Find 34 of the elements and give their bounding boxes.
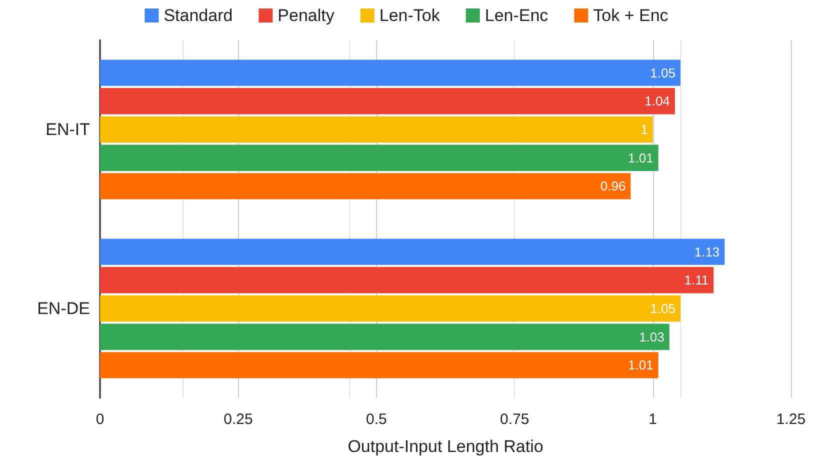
- data-label: 1: [640, 122, 648, 137]
- data-label: 1.01: [628, 358, 654, 373]
- data-label: 1.05: [650, 65, 676, 80]
- x-tick-label: 0.25: [224, 411, 253, 428]
- y-tick-label: EN-IT: [46, 120, 90, 139]
- x-tick-label: 1.25: [776, 411, 806, 428]
- bar: [100, 173, 631, 200]
- x-tick-label: 0: [96, 411, 104, 428]
- x-tick-label: 1: [648, 411, 657, 428]
- bar: [100, 324, 670, 350]
- y-tick-label: EN-DE: [37, 299, 90, 318]
- bar: [100, 116, 653, 143]
- legend-label: Len-Enc: [484, 6, 549, 25]
- bar: [100, 238, 725, 265]
- data-label: 1.04: [644, 94, 670, 109]
- data-label: 1.11: [684, 272, 709, 288]
- legend-label: Len-Tok: [379, 6, 440, 25]
- legend-label: Tok + Enc: [593, 6, 669, 25]
- bar: [100, 295, 680, 322]
- data-label: 1.01: [628, 150, 654, 166]
- x-tick-label: 0.5: [366, 411, 387, 428]
- legend-label: Standard: [164, 6, 233, 25]
- bar: [100, 60, 680, 86]
- bar: [100, 88, 675, 114]
- x-axis-title: Output-Input Length Ratio: [348, 437, 544, 456]
- legend-label: Penalty: [278, 6, 335, 25]
- data-label: 0.96: [600, 178, 626, 194]
- x-tick-label: 0.75: [500, 411, 530, 428]
- data-label: 1.05: [650, 301, 676, 316]
- data-label: 1.13: [694, 244, 720, 260]
- bar: [100, 144, 658, 171]
- bar: [100, 267, 714, 294]
- bar: [100, 352, 658, 378]
- data-label: 1.03: [639, 329, 664, 344]
